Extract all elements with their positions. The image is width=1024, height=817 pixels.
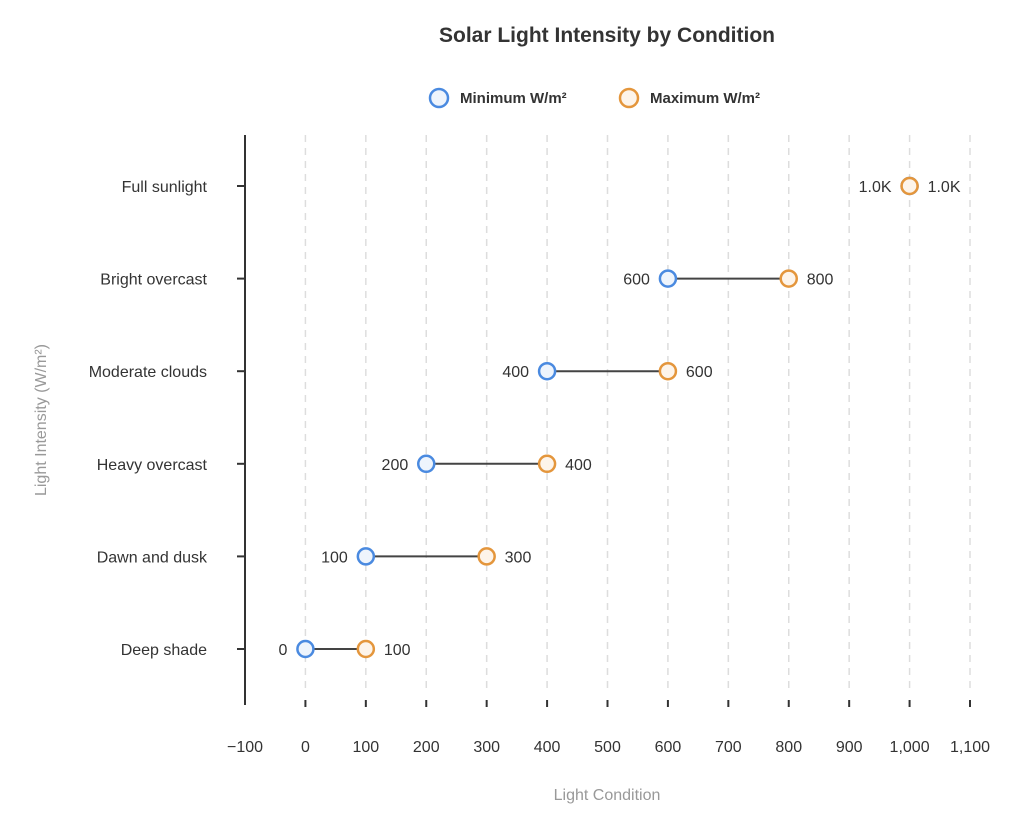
- chart-title: Solar Light Intensity by Condition: [439, 24, 775, 47]
- legend-marker-minimum: [428, 87, 450, 109]
- min-point: [417, 454, 436, 474]
- y-axis-title: Light Intensity (W/m²): [33, 344, 50, 496]
- max-point: [356, 639, 376, 659]
- min-data-label: 0: [279, 642, 288, 659]
- category-label: Full sunlight: [122, 179, 208, 196]
- grid: [304, 135, 971, 690]
- x-axis-title: Light Condition: [554, 787, 661, 804]
- x-axis: −100 0 100 200 300 400 500 600 700 800 900 1,000 1,1…: [227, 700, 990, 756]
- min-data-label: 1.0K: [859, 179, 892, 196]
- max-point: [900, 176, 919, 196]
- min-data-label: 600: [623, 272, 650, 289]
- min-point: [537, 361, 557, 381]
- data-marks: 1.0K 1.0K 600 800 400 600 200 400 100 300 0 100: [279, 176, 961, 659]
- max-data-label: 300: [505, 549, 532, 566]
- max-point: [658, 361, 678, 381]
- legend-item-minimum[interactable]: Minimum W/m²: [428, 87, 567, 109]
- max-point: [537, 454, 557, 474]
- x-tick-label: 1,100: [950, 739, 990, 756]
- category-label: Bright overcast: [100, 272, 207, 289]
- legend-marker-maximum: [618, 87, 640, 109]
- x-tick-label: 200: [413, 739, 440, 756]
- x-tick-label: 100: [352, 739, 379, 756]
- legend-label-maximum: Maximum W/m²: [650, 90, 760, 107]
- x-tick-label: 0: [301, 739, 310, 756]
- x-tick-label: −100: [227, 739, 263, 756]
- min-data-label: 200: [382, 457, 409, 474]
- max-data-label: 100: [384, 642, 411, 659]
- x-tick-label: 1,000: [890, 739, 930, 756]
- max-data-label: 600: [686, 364, 713, 381]
- category-label: Dawn and dusk: [97, 549, 208, 566]
- min-point: [296, 639, 315, 659]
- x-tick-label: 700: [715, 739, 742, 756]
- x-tick-label: 500: [594, 739, 621, 756]
- min-data-label: 400: [502, 364, 529, 381]
- x-tick-label: 300: [473, 739, 500, 756]
- max-point: [779, 269, 798, 288]
- category-label: Deep shade: [121, 642, 207, 659]
- y-axis: Full sunlight Bright overcast Moderate clo…: [89, 179, 245, 659]
- category-label: Moderate clouds: [89, 364, 207, 381]
- max-data-label: 400: [565, 457, 592, 474]
- min-data-label: 100: [321, 549, 348, 566]
- max-data-label: 800: [807, 272, 834, 289]
- x-tick-label: 400: [534, 739, 561, 756]
- min-point: [356, 547, 376, 566]
- legend: Minimum W/m² Maximum W/m²: [428, 87, 760, 109]
- category-label: Heavy overcast: [97, 457, 208, 474]
- max-data-label: 1.0K: [928, 179, 961, 196]
- max-point: [477, 547, 496, 566]
- x-tick-label: 800: [775, 739, 802, 756]
- x-tick-label: 600: [655, 739, 682, 756]
- x-tick-label: 900: [836, 739, 863, 756]
- min-point: [658, 269, 678, 288]
- legend-label-minimum: Minimum W/m²: [460, 90, 567, 107]
- legend-item-maximum[interactable]: Maximum W/m²: [618, 87, 760, 109]
